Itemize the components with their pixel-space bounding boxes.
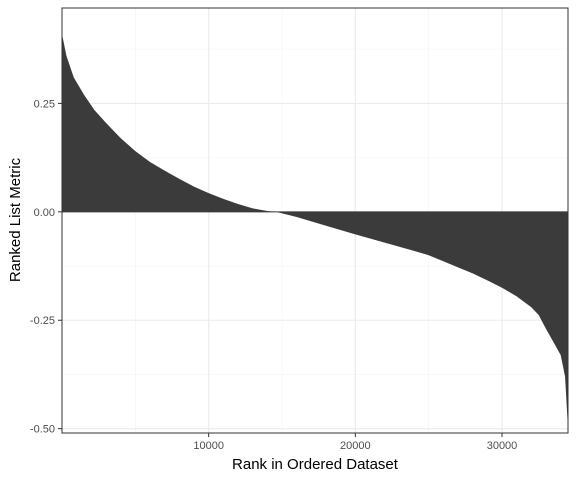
- y-tick-label: 0.25: [34, 98, 55, 110]
- axes: 10000 20000 30000 -0.50 -0.25 0.00 0.25: [30, 98, 517, 452]
- y-tick-label: -0.50: [30, 424, 55, 436]
- x-tick-label: 20000: [340, 440, 371, 452]
- panel-border: [61, 7, 569, 434]
- y-tick-label: 0.00: [34, 207, 55, 219]
- area-layer: [62, 34, 568, 429]
- y-axis-title: Ranked List Metric: [7, 157, 24, 282]
- x-tick-label: 10000: [193, 440, 224, 452]
- y-tick-label: -0.25: [30, 315, 55, 327]
- ranked-metric-area: [62, 34, 568, 429]
- x-tick-label: 30000: [487, 440, 518, 452]
- x-axis-title: Rank in Ordered Dataset: [232, 456, 399, 473]
